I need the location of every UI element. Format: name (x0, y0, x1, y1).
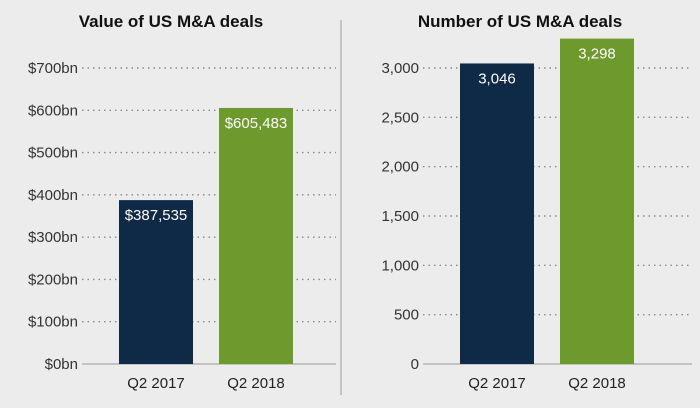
data-label: $605,483 (225, 115, 288, 132)
y-tick-label: 500 (394, 307, 419, 324)
y-tick-label: $300bn (28, 229, 78, 246)
y-tick-label: 2,500 (381, 109, 419, 126)
bar-q2-2018 (560, 38, 634, 365)
chart-title: Value of US M&A deals (79, 12, 264, 31)
x-category-label: Q2 2018 (568, 375, 626, 392)
bar-q2-2017 (460, 63, 534, 364)
bar-q2-2017 (119, 200, 193, 364)
y-tick-label: $100bn (28, 314, 78, 331)
y-tick-label: $0bn (45, 356, 78, 373)
y-tick-label: $400bn (28, 187, 78, 204)
value-chart-panel: Value of US M&A deals $0bn $100bn $200bn $30… (28, 12, 336, 392)
data-label: 3,298 (578, 46, 616, 63)
y-tick-label: 2,000 (381, 159, 419, 176)
y-tick-label: $200bn (28, 271, 78, 288)
y-tick-label: $700bn (28, 60, 78, 77)
data-label: 3,046 (478, 70, 516, 87)
x-category-label: Q2 2017 (468, 375, 526, 392)
y-tick-label: 3,000 (381, 60, 419, 77)
y-tick-label: 1,500 (381, 208, 419, 225)
count-chart-panel: Number of US M&A deals 0 500 1,000 1,500 2,00… (381, 12, 692, 392)
x-category-label: Q2 2018 (227, 375, 285, 392)
y-tick-label: 0 (411, 356, 419, 373)
data-label: $387,535 (125, 207, 188, 224)
bar-q2-2018 (219, 107, 293, 364)
x-category-label: Q2 2017 (127, 375, 185, 392)
y-tick-label: 1,000 (381, 257, 419, 274)
chart-title: Number of US M&A deals (418, 12, 622, 31)
y-tick-label: $500bn (28, 145, 78, 162)
y-tick-label: $600bn (28, 102, 78, 119)
